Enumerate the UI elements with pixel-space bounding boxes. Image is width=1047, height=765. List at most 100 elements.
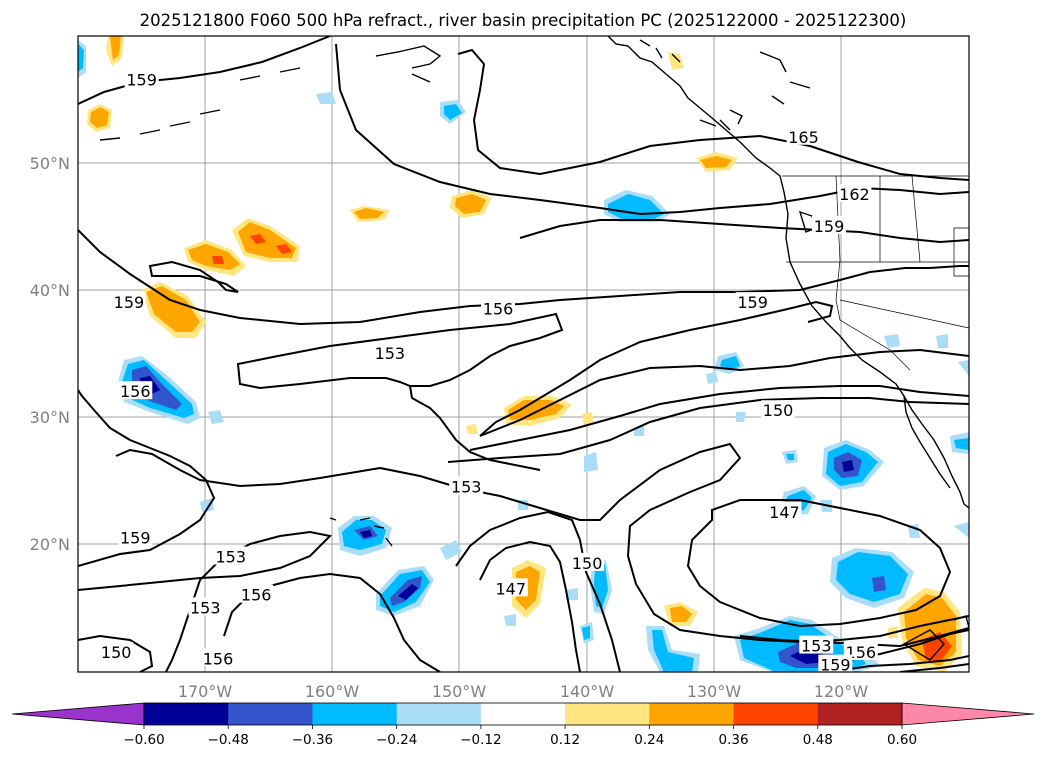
precip-blob-negative <box>200 334 969 672</box>
contour-label: 150 <box>101 643 132 662</box>
contour-label: 150 <box>572 554 603 573</box>
colorbar-segment <box>817 703 903 725</box>
contour-165 <box>457 48 969 181</box>
contour-162 <box>335 43 969 216</box>
contour-label-bg <box>213 546 248 565</box>
colorbar-segment <box>649 703 735 725</box>
contour-label-bg <box>767 502 802 520</box>
y-tick-label: 20°N <box>30 535 70 554</box>
contour-label-bg <box>118 381 153 400</box>
contour-label: 156 <box>483 299 514 318</box>
contour-156-west <box>115 442 969 644</box>
contour-156-east <box>479 348 969 437</box>
state-borders <box>782 175 969 371</box>
contour-label-bg <box>799 635 834 654</box>
refractivity-contours <box>78 36 969 672</box>
colorbar-label: 0.60 <box>887 732 917 748</box>
contour-label-bg <box>837 184 872 202</box>
contour-label: 159 <box>814 217 845 236</box>
contour-147 <box>686 499 952 628</box>
colorbar-label: −0.24 <box>376 732 417 748</box>
contour-label-bg <box>493 578 528 597</box>
contour-label: 147 <box>495 579 526 598</box>
contour-label-bg <box>811 215 846 234</box>
contour-label: 156 <box>120 382 151 401</box>
colorbar-label: 0.48 <box>803 732 833 748</box>
colorbar: −0.60 −0.48 −0.36 −0.24 −0.12 0.12 0.24 0.36 0.4… <box>11 702 1035 748</box>
x-axis-ticks: 170°W 160°W 150°W 140°W 130°W 120°W <box>178 682 869 701</box>
contour-label: 159 <box>126 71 157 90</box>
contour-label: 162 <box>839 185 870 204</box>
contour-label-bg <box>735 292 770 311</box>
contour-label: 159 <box>820 656 851 675</box>
contour-159-west <box>78 389 216 567</box>
contour-label: 156 <box>846 643 877 662</box>
y-tick-label: 30°N <box>30 408 70 427</box>
colorbar-segment <box>312 703 398 725</box>
colorbar-segment <box>480 703 566 725</box>
contour-159-upper <box>519 219 969 244</box>
contour-label: 147 <box>769 503 800 522</box>
y-axis-ticks: 20°N 30°N 40°N 50°N <box>30 154 70 554</box>
colorbar-label: −0.12 <box>460 732 501 748</box>
contour-150-west <box>78 634 154 672</box>
chart-title: 2025121800 F060 500 hPa refract., river … <box>140 11 907 30</box>
contour-159-mid <box>78 229 969 326</box>
contour-label-bg <box>99 641 134 660</box>
colorbar-label: 0.36 <box>719 732 749 748</box>
contour-label: 153 <box>190 598 221 617</box>
x-tick-label: 150°W <box>432 682 487 701</box>
contour-label-bg <box>570 552 605 571</box>
contour-label: 159 <box>737 293 768 312</box>
colorbar-outline <box>143 702 903 726</box>
precip-blob-negative <box>316 92 466 124</box>
contour-label: 159 <box>114 293 145 312</box>
x-tick-label: 160°W <box>305 682 360 701</box>
colorbar-extend-high <box>901 702 1035 726</box>
contour-153-loop <box>236 312 564 390</box>
precip-blob-negative <box>78 40 86 78</box>
contour-label-bg <box>449 476 484 495</box>
colorbar-segment <box>565 703 650 725</box>
x-tick-label: 130°W <box>687 682 742 701</box>
precip-blob-positive <box>142 218 300 338</box>
contour-147-mid <box>479 540 581 672</box>
contour-label-bg <box>188 597 223 616</box>
contour-150-east <box>447 397 969 463</box>
precip-shading <box>78 36 969 672</box>
precip-blob-positive <box>350 52 738 222</box>
map-frame <box>77 35 970 673</box>
coastlines <box>99 36 969 661</box>
contour-label-bg <box>239 584 274 603</box>
precip-blob-positive <box>87 104 112 132</box>
contour-label-bg <box>372 343 407 361</box>
contour-label: 165 <box>788 128 819 147</box>
colorbar-segment <box>144 703 229 725</box>
contour-label: 159 <box>120 528 151 547</box>
contour-label-bg <box>124 69 159 88</box>
contour-150-mid <box>455 510 621 672</box>
colorbar-label: −0.48 <box>208 732 249 748</box>
colorbar-segment <box>733 703 819 725</box>
contour-159-north <box>78 36 331 105</box>
y-tick-label: 40°N <box>30 281 70 300</box>
contour-label: 153 <box>375 344 406 363</box>
contour-153-east <box>469 385 969 451</box>
contour-label-bg <box>818 654 853 672</box>
contour-label-bg <box>118 527 153 546</box>
contour-label: 156 <box>203 649 234 668</box>
x-tick-label: 170°W <box>178 682 233 701</box>
contour-label: 156 <box>241 586 272 605</box>
contour-label-bg <box>201 648 236 667</box>
contour-162-se <box>899 663 969 672</box>
colorbar-label: 0.24 <box>634 732 664 748</box>
colorbar-label: −0.60 <box>123 732 164 748</box>
x-tick-label: 120°W <box>814 682 869 701</box>
contour-153-mid <box>409 385 541 471</box>
contour-label: 153 <box>215 548 246 567</box>
contour-label: 153 <box>801 637 832 656</box>
contour-159-east <box>479 300 834 437</box>
x-tick-label: 140°W <box>560 682 615 701</box>
